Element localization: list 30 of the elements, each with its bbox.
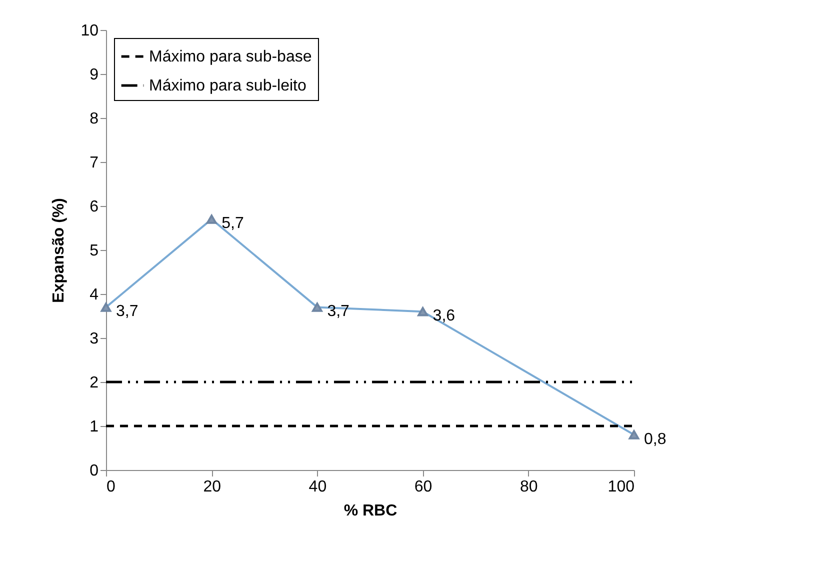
data-label: 0,8 [644,430,666,448]
point [628,430,640,440]
point [312,302,322,312]
y-tick-label: 5 [90,242,99,260]
x-tick-label: 0 [106,478,116,496]
x-tick-label: 40 [308,478,327,496]
x-tick-label: 100 [608,478,635,496]
x-axis-title: % RBC [344,502,398,520]
y-tick-label: 7 [90,154,99,172]
x-tick-label: 80 [520,478,538,496]
legend-label: Máximo para sub-leito [149,78,306,94]
y-tick-label: 1 [90,418,99,436]
y-tick-label: 2 [90,374,99,392]
y-axis-title: Expansão (%) [50,198,68,303]
y-tick-label: 3 [90,330,99,348]
y-tick-label: 6 [90,198,99,216]
data-label: 3,7 [327,303,350,320]
point [418,306,428,316]
y-tick-label: 10 [80,22,99,40]
data-label: 3,6 [432,308,456,325]
data-label: 5,7 [222,215,244,232]
x-tick-label: 60 [414,478,432,496]
legend-label: Máximo para sub-base [149,48,312,66]
x-tick-label: 20 [203,478,222,496]
y-tick-label: 8 [90,110,99,128]
y-tick-label: 4 [90,286,99,304]
y-tick-label: 9 [90,66,99,84]
data-label: 3,7 [116,303,138,320]
y-tick-label: 0 [90,462,99,480]
point [206,214,217,224]
